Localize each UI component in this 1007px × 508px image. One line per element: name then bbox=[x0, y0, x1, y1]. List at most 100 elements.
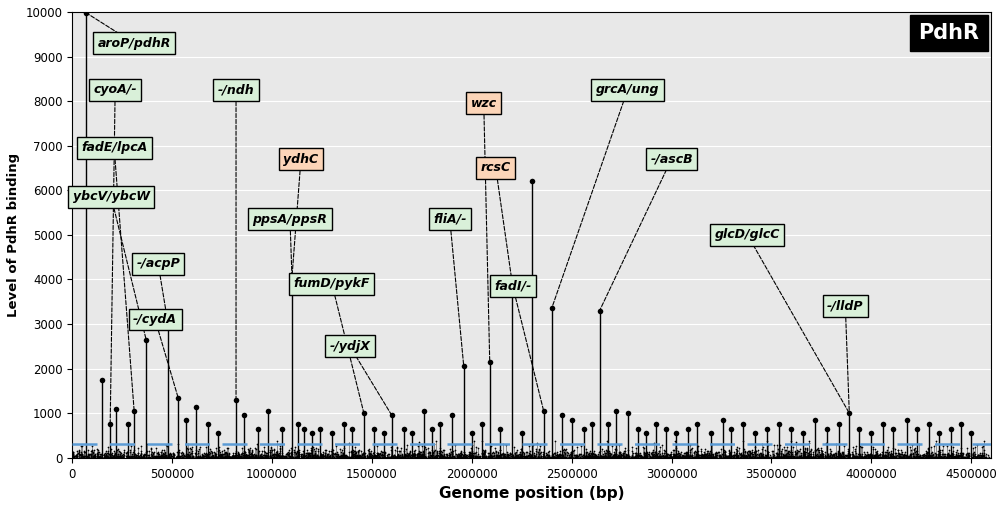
Point bbox=[661, 454, 677, 462]
Point bbox=[504, 450, 520, 458]
Point bbox=[890, 446, 906, 454]
Point bbox=[717, 451, 733, 459]
Point bbox=[914, 453, 930, 461]
Point bbox=[500, 451, 517, 459]
Point bbox=[909, 453, 925, 461]
Point bbox=[463, 449, 479, 457]
Point bbox=[68, 447, 85, 455]
Point bbox=[336, 453, 352, 461]
Point bbox=[854, 453, 870, 461]
Point bbox=[717, 454, 733, 462]
Point bbox=[629, 451, 645, 459]
Point bbox=[449, 453, 465, 461]
Point bbox=[220, 444, 236, 452]
Point bbox=[231, 453, 247, 461]
Point bbox=[529, 445, 545, 453]
Point bbox=[639, 452, 656, 460]
Point bbox=[874, 451, 890, 459]
Point bbox=[321, 447, 337, 455]
Point bbox=[682, 448, 698, 456]
Point bbox=[354, 450, 371, 458]
Point bbox=[638, 449, 655, 457]
Point bbox=[884, 453, 900, 461]
Point bbox=[815, 450, 831, 458]
Point bbox=[154, 453, 170, 461]
Point bbox=[627, 453, 643, 461]
Point bbox=[967, 452, 983, 460]
Point bbox=[720, 452, 736, 460]
Point bbox=[911, 453, 927, 461]
Point bbox=[649, 450, 665, 458]
Point bbox=[668, 446, 684, 454]
Point bbox=[687, 448, 703, 456]
Point bbox=[290, 448, 306, 456]
Point bbox=[954, 454, 970, 462]
Point bbox=[658, 452, 674, 460]
Point bbox=[957, 453, 973, 461]
Point bbox=[699, 454, 715, 462]
Point bbox=[932, 453, 949, 461]
Point bbox=[394, 452, 410, 460]
Point bbox=[407, 453, 423, 461]
Point bbox=[706, 453, 722, 461]
Point bbox=[471, 453, 487, 461]
Point bbox=[848, 453, 864, 461]
Point bbox=[213, 451, 230, 459]
Point bbox=[797, 443, 813, 452]
Point bbox=[470, 444, 486, 452]
Point bbox=[398, 446, 414, 454]
Point bbox=[588, 454, 604, 462]
Point bbox=[221, 452, 237, 460]
Point bbox=[120, 448, 136, 456]
Point bbox=[317, 449, 333, 457]
Point bbox=[817, 448, 833, 456]
Point bbox=[509, 453, 525, 461]
Point bbox=[664, 450, 680, 458]
Point bbox=[921, 452, 938, 460]
Point bbox=[658, 452, 674, 460]
Point bbox=[751, 453, 767, 461]
Point bbox=[130, 444, 146, 452]
Point bbox=[759, 450, 775, 458]
Point bbox=[780, 453, 797, 461]
Point bbox=[605, 451, 621, 459]
Point bbox=[491, 452, 508, 460]
Point bbox=[497, 452, 514, 460]
Point bbox=[800, 453, 816, 461]
Point bbox=[417, 442, 433, 451]
Point bbox=[668, 451, 684, 459]
Point bbox=[540, 451, 556, 459]
Point bbox=[268, 450, 284, 458]
Point bbox=[253, 450, 269, 458]
Point bbox=[547, 437, 563, 446]
Point bbox=[291, 448, 307, 456]
Point bbox=[592, 447, 608, 455]
Point bbox=[842, 451, 858, 459]
Point bbox=[757, 453, 773, 461]
Point bbox=[980, 451, 996, 459]
Point bbox=[100, 454, 116, 462]
Point bbox=[723, 452, 739, 460]
Point bbox=[830, 447, 846, 455]
Point bbox=[675, 451, 691, 459]
Point bbox=[637, 452, 654, 460]
Point bbox=[893, 453, 909, 461]
Point bbox=[836, 450, 852, 458]
Point bbox=[158, 440, 174, 449]
Point bbox=[582, 452, 598, 460]
Point bbox=[93, 454, 109, 462]
Point bbox=[394, 450, 410, 458]
Point bbox=[827, 454, 843, 462]
Point bbox=[162, 450, 178, 458]
Point bbox=[188, 452, 204, 460]
Point bbox=[768, 449, 784, 457]
Point bbox=[98, 451, 114, 459]
Point bbox=[818, 454, 834, 462]
Point bbox=[745, 452, 761, 460]
Point bbox=[844, 453, 860, 461]
Point bbox=[642, 452, 659, 460]
Point bbox=[861, 451, 877, 459]
Point bbox=[194, 453, 210, 461]
Point bbox=[718, 453, 734, 461]
Point bbox=[896, 452, 912, 460]
